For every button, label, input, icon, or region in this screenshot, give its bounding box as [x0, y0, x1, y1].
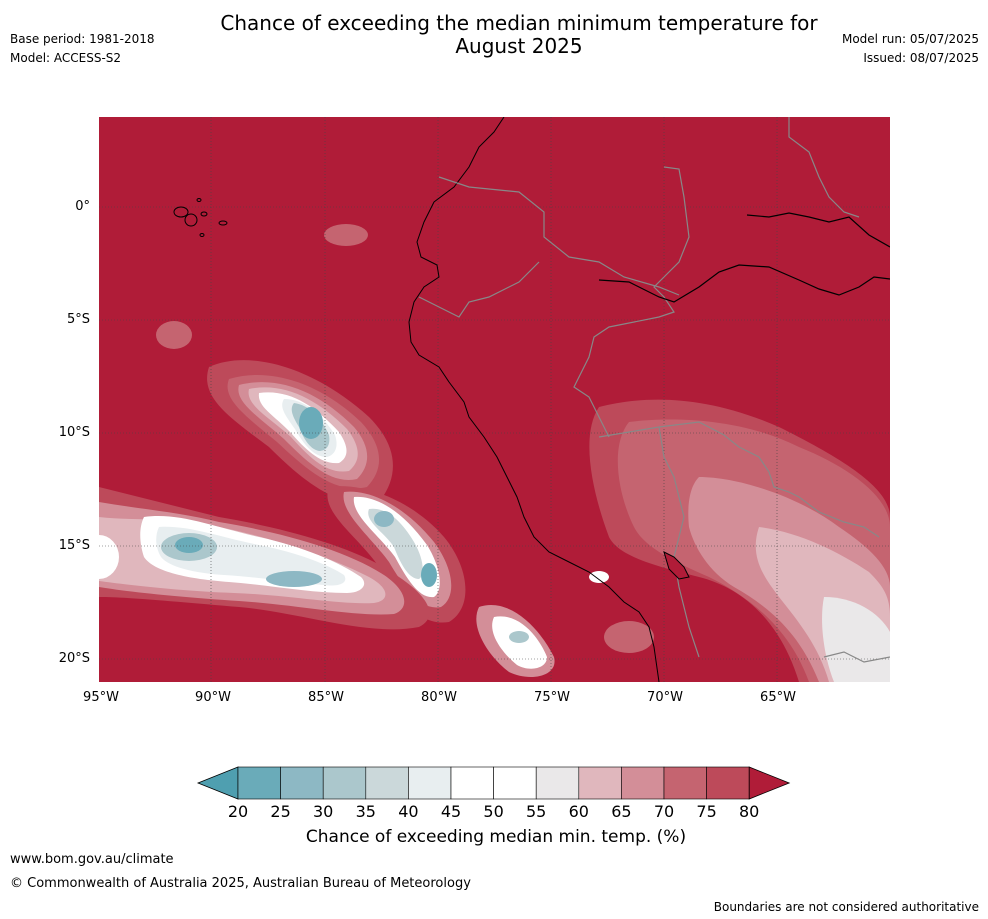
lat-label: 20°S — [58, 651, 90, 666]
colorbar-tick-label: 45 — [440, 802, 462, 821]
colorbar-over-arrow — [748, 766, 791, 800]
lon-label: 85°W — [308, 690, 344, 705]
galapagos-islands — [173, 198, 228, 237]
contour-streak-middle — [327, 486, 466, 623]
colorbar-segment — [408, 766, 452, 800]
colorbar-tick-label: 55 — [526, 802, 547, 821]
colorbar-label: Chance of exceeding median min. temp. (%… — [305, 827, 687, 847]
issued-text: Issued: 08/07/2025 — [863, 51, 979, 65]
colorbar-tick-label: 60 — [568, 802, 589, 821]
country-borders — [418, 117, 890, 663]
lon-label: 80°W — [421, 690, 457, 705]
lat-label: 5°S — [66, 312, 90, 327]
contour-band-southwest — [99, 487, 430, 630]
colorbar-tick-label: 40 — [398, 802, 419, 821]
colorbar-segment — [578, 766, 622, 800]
colorbar-tick-label: 50 — [483, 802, 504, 821]
lon-label: 70°W — [647, 690, 683, 705]
colorbar-segment — [621, 766, 665, 800]
meta-right: Model run: 05/07/2025 Issued: 08/07/2025 — [842, 32, 979, 70]
lon-label: 90°W — [195, 690, 231, 705]
contour-streak-north — [207, 360, 393, 504]
contour-blob — [156, 321, 192, 349]
colorbar-tick-label: 65 — [611, 802, 632, 821]
probability-map — [99, 117, 890, 682]
lat-label: 15°S — [58, 538, 90, 553]
river-north — [746, 212, 890, 248]
disclaimer-text: Boundaries are not considered authoritat… — [713, 900, 979, 914]
copyright-text: © Commonwealth of Australia 2025, Austra… — [10, 876, 471, 891]
colorbar-tick-label: 70 — [653, 802, 675, 821]
colorbar-segment — [365, 766, 409, 800]
base-period-text: Base period: 1981-2018 — [10, 32, 155, 46]
colorbar-tick-label: 25 — [270, 802, 291, 821]
colorbar — [196, 766, 791, 800]
colorbar-tick-label: 20 — [227, 802, 249, 821]
lon-label: 65°W — [760, 690, 796, 705]
colorbar-segment — [280, 766, 324, 800]
contour-inland-east — [589, 399, 890, 682]
colorbar-segment — [322, 766, 367, 800]
colorbar-segment — [535, 766, 580, 800]
map-title: Chance of exceeding the median minimum t… — [220, 11, 818, 58]
lon-label: 75°W — [534, 690, 570, 705]
meta-left: Base period: 1981-2018 Model: ACCESS-S2 — [10, 32, 155, 70]
lon-label: 95°W — [83, 690, 119, 705]
colorbar-segment — [706, 766, 750, 800]
website-link[interactable]: www.bom.gov.au/climate — [10, 852, 174, 867]
colorbar-tick-label: 30 — [313, 802, 334, 821]
map-panel[interactable] — [99, 117, 890, 682]
contour-blob — [324, 224, 368, 246]
colorbar-tick-label: 75 — [696, 802, 717, 821]
colorbar-segment — [237, 766, 281, 800]
colorbar-segment — [450, 766, 494, 800]
river-amazon — [598, 264, 890, 303]
colorbar-segment — [663, 766, 707, 800]
coastline — [408, 117, 660, 682]
lat-label: 10°S — [58, 425, 90, 440]
model-text: Model: ACCESS-S2 — [10, 51, 122, 65]
colorbar-tick-label: 35 — [355, 802, 376, 821]
colorbar-segment — [493, 766, 537, 800]
model-run-text: Model run: 05/07/2025 — [841, 32, 979, 46]
map-gridlines — [99, 117, 890, 682]
lat-label: 0° — [75, 199, 90, 214]
colorbar-under-arrow — [196, 766, 239, 800]
colorbar-tick-label: 80 — [739, 802, 760, 821]
lake-titicaca — [663, 551, 690, 580]
